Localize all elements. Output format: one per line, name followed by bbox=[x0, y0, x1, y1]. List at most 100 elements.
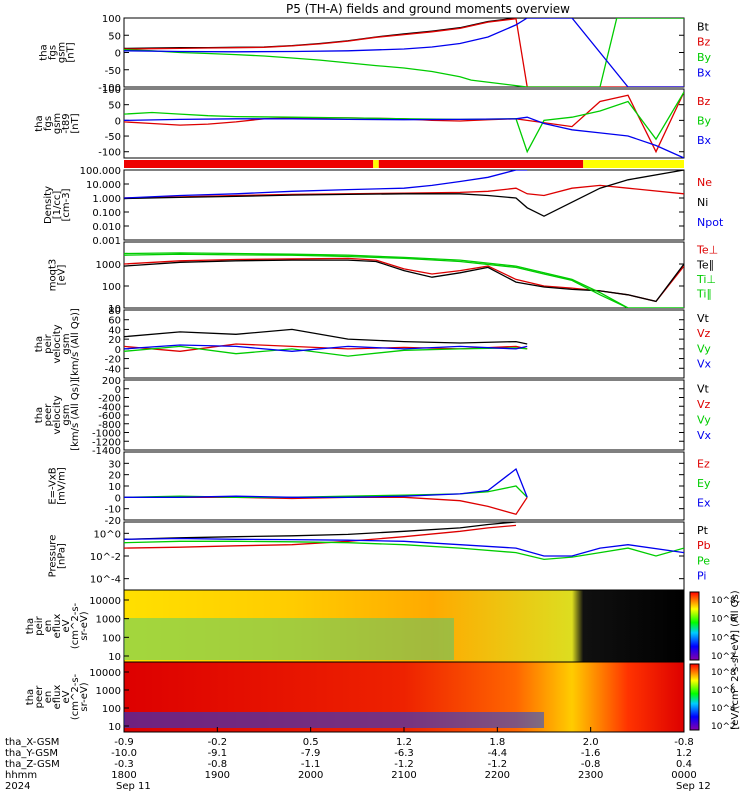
y-axis-label: en bbox=[43, 691, 54, 704]
series-line-Ni bbox=[124, 170, 684, 217]
y-tick-label: 0 bbox=[115, 116, 121, 127]
x-tick-label: 1800 bbox=[111, 770, 136, 781]
y-axis-label: E=-VxB bbox=[48, 467, 59, 504]
y-axis-label: [mV/m] bbox=[57, 467, 68, 505]
x-tick-label: 0.5 bbox=[303, 737, 319, 748]
y-axis-label: [nT] bbox=[70, 113, 81, 133]
y-tick-label: 1000 bbox=[96, 615, 121, 626]
y-axis-label: fgs bbox=[48, 45, 59, 60]
y-axis-label: gsm bbox=[61, 333, 72, 354]
y-tick-label: -10 bbox=[105, 505, 121, 516]
y-axis-label: [km/s (All Qs)] bbox=[70, 308, 81, 380]
y-tick-label: 80 bbox=[108, 306, 121, 317]
x-tick-label: -0.8 bbox=[674, 737, 694, 748]
series-line-Pe bbox=[124, 540, 684, 561]
legend-entry: Vt bbox=[697, 382, 710, 395]
y-tick-label: 1000 bbox=[96, 260, 121, 271]
x-row-label: hhmm bbox=[5, 770, 37, 781]
x-tick-label: 1.8 bbox=[489, 737, 505, 748]
y-tick-label: 10000 bbox=[89, 668, 121, 679]
y-axis-label: [eV] bbox=[57, 265, 68, 286]
y-axis-label: fgs bbox=[43, 116, 54, 131]
x-tick-label: -7.9 bbox=[301, 748, 321, 759]
colorbar-tick-label: 10^4 bbox=[711, 704, 736, 714]
colorbar bbox=[689, 663, 700, 731]
y-tick-label: 20 bbox=[108, 335, 121, 346]
colorbar-tick-label: 10^2 bbox=[711, 722, 736, 732]
series-line-Bx bbox=[124, 116, 684, 158]
y-tick-label: -40 bbox=[105, 364, 121, 375]
y-axis-label: tha bbox=[34, 336, 45, 352]
series-line-By bbox=[124, 18, 684, 87]
x-tick-label: Sep 12 bbox=[676, 781, 711, 792]
y-tick-label: -50 bbox=[105, 66, 121, 77]
legend-entry: Vy bbox=[697, 342, 711, 355]
y-axis-label: sr-eV) bbox=[79, 611, 90, 640]
y-tick-label: 0.100 bbox=[92, 208, 121, 219]
y-axis-label: tha bbox=[34, 115, 45, 131]
x-tick-label: 2200 bbox=[485, 770, 510, 781]
panels: 100500-50-100thafgsgsm[nT]BtBzByBx100500… bbox=[25, 14, 741, 733]
y-axis-label: moqt3 bbox=[48, 259, 59, 292]
series-line-Te∥ bbox=[124, 259, 684, 303]
y-tick-label: 0 bbox=[115, 49, 121, 60]
y-axis-label: peir bbox=[34, 615, 45, 635]
colorbar bbox=[689, 591, 700, 661]
x-tick-label: -1.6 bbox=[581, 748, 601, 759]
x-row-label: tha_Z-GSM bbox=[5, 759, 60, 770]
y-tick-label: -200 bbox=[98, 394, 121, 405]
legend-entry: Vz bbox=[697, 327, 711, 340]
legend-entry: Ex bbox=[697, 496, 711, 509]
y-tick-label: 10^-2 bbox=[90, 552, 121, 563]
y-tick-label: 100 bbox=[102, 14, 121, 25]
y-axis-label: [nPa] bbox=[57, 543, 68, 569]
y-tick-label: -400 bbox=[98, 402, 121, 413]
y-tick-label: -20 bbox=[105, 355, 121, 366]
y-axis-label: Density bbox=[43, 186, 54, 224]
x-tick-label: 2.0 bbox=[583, 737, 599, 748]
legend-entry: Vx bbox=[697, 429, 712, 442]
y-tick-label: 10.000 bbox=[86, 180, 121, 191]
x-tick-label: 1900 bbox=[205, 770, 230, 781]
mode-bar bbox=[124, 160, 684, 168]
y-tick-label: -1400 bbox=[92, 446, 121, 457]
y-tick-label: -20 bbox=[105, 516, 121, 527]
x-tick-label: -9.1 bbox=[208, 748, 228, 759]
legend-entry: Te⊥ bbox=[696, 244, 718, 257]
legend-entry: Ti⊥ bbox=[696, 273, 716, 286]
legend-entry: Bx bbox=[697, 134, 712, 147]
y-axis-label: gsm bbox=[52, 113, 63, 134]
plot-frame bbox=[123, 241, 685, 309]
legend-entry: Npot bbox=[697, 216, 724, 229]
legend-entry: Ey bbox=[697, 477, 711, 490]
series-line-Pt bbox=[124, 522, 517, 540]
legend-entry: Vz bbox=[697, 398, 711, 411]
series-line-Vx bbox=[124, 344, 528, 352]
y-tick-label: 100 bbox=[102, 85, 121, 96]
y-tick-label: 100 bbox=[102, 704, 121, 715]
legend-entry: Ne bbox=[697, 176, 712, 189]
x-tick-label: -0.8 bbox=[581, 759, 601, 770]
y-axis-label: sr-eV) bbox=[79, 682, 90, 711]
mode-bar-segment bbox=[378, 160, 584, 168]
y-tick-label: 0 bbox=[115, 345, 121, 356]
x-tick-label: -1.2 bbox=[488, 759, 508, 770]
y-axis-label: tha bbox=[39, 44, 50, 60]
colorbar-label: [eV/(cm^2-s-sr-eV)] (All Qs) bbox=[730, 590, 741, 729]
y-tick-label: 10 bbox=[108, 482, 121, 493]
series-line-Bx bbox=[124, 18, 684, 87]
legend-entry: Pe bbox=[697, 554, 710, 567]
colorbar-tick-label: 10^2 bbox=[711, 652, 736, 662]
y-tick-label: -800 bbox=[98, 420, 121, 431]
x-tick-label: -0.2 bbox=[208, 737, 228, 748]
x-tick-label: -0.9 bbox=[114, 737, 134, 748]
legend-entry: Vt bbox=[697, 312, 710, 325]
y-tick-label: 0 bbox=[115, 493, 121, 504]
y-tick-label: 0 bbox=[115, 385, 121, 396]
series-line-Pi bbox=[124, 537, 684, 557]
y-axis-label: velocity bbox=[52, 324, 63, 363]
